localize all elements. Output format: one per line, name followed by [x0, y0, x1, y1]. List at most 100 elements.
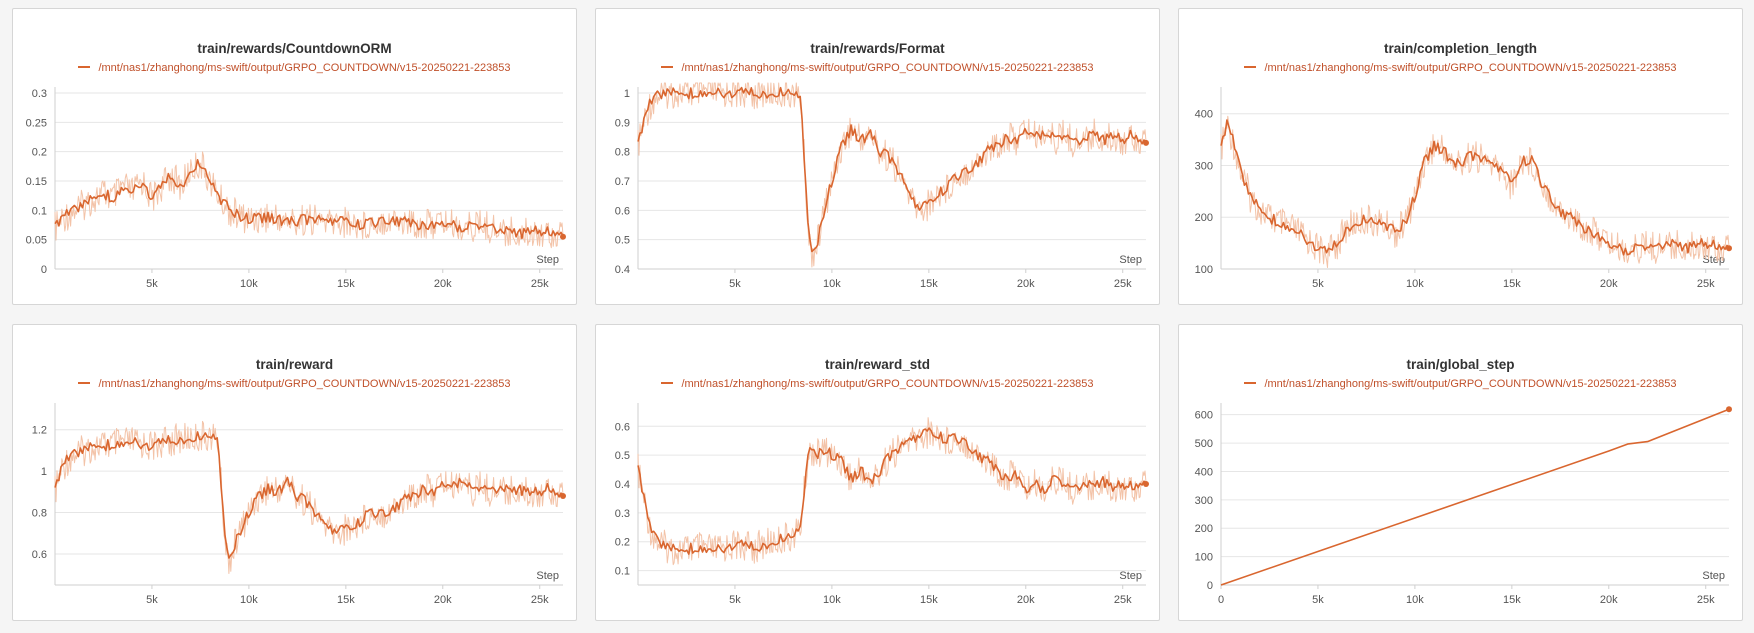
- chart-panel-global-step[interactable]: train/global_step /mnt/nas1/zhanghong/ms…: [1178, 324, 1743, 621]
- chart-legend[interactable]: /mnt/nas1/zhanghong/ms-swift/output/GRPO…: [13, 378, 576, 390]
- x-tick-label: 5k: [146, 278, 158, 290]
- y-tick-label: 200: [1195, 523, 1213, 535]
- y-tick-label: 0.8: [615, 147, 630, 159]
- y-tick-label: 0.05: [26, 235, 47, 247]
- x-tick-label: 25k: [1114, 594, 1132, 606]
- x-tick-label: 15k: [1503, 594, 1521, 606]
- y-tick-label: 0.6: [615, 421, 630, 433]
- line-swatch-icon: [78, 382, 91, 385]
- chart-legend[interactable]: /mnt/nas1/zhanghong/ms-swift/output/GRPO…: [596, 62, 1159, 74]
- x-tick-label: 10k: [240, 278, 258, 290]
- x-axis-label: Step: [536, 254, 559, 266]
- chart-legend[interactable]: /mnt/nas1/zhanghong/ms-swift/output/GRPO…: [1179, 378, 1742, 390]
- x-tick-label: 25k: [1114, 278, 1132, 290]
- series-end-marker: [1143, 139, 1149, 146]
- y-tick-label: 0.15: [26, 176, 47, 188]
- x-tick-label: 20k: [1017, 278, 1035, 290]
- series-end-marker: [1726, 245, 1732, 252]
- chart-title: train/reward_std: [824, 357, 931, 372]
- line-swatch-icon: [1244, 382, 1257, 385]
- series-line: [637, 86, 1147, 253]
- x-tick-label: 10k: [240, 594, 258, 606]
- chart-legend[interactable]: /mnt/nas1/zhanghong/ms-swift/output/GRPO…: [596, 378, 1159, 390]
- x-tick-label: 5k: [146, 594, 158, 606]
- series-end-marker: [1143, 481, 1149, 488]
- x-tick-label: 0: [1218, 594, 1224, 606]
- y-tick-label: 0: [1207, 580, 1213, 592]
- x-tick-label: 25k: [531, 594, 549, 606]
- series-line: [637, 427, 1147, 555]
- chart-legend[interactable]: /mnt/nas1/zhanghong/ms-swift/output/GRPO…: [13, 62, 576, 74]
- x-tick-label: 25k: [1697, 594, 1715, 606]
- y-tick-label: 0.4: [615, 479, 630, 491]
- chart-title: train/reward: [255, 357, 334, 372]
- y-tick-label: 0.5: [615, 235, 630, 247]
- y-tick-label: 0.1: [32, 205, 47, 217]
- x-axis-label: Step: [1702, 570, 1725, 582]
- series-line: [54, 159, 564, 240]
- x-tick-label: 20k: [434, 594, 452, 606]
- x-tick-label: 25k: [531, 278, 549, 290]
- x-tick-label: 5k: [729, 594, 741, 606]
- chart-title: train/rewards/Format: [810, 41, 945, 56]
- legend-label: /mnt/nas1/zhanghong/ms-swift/output/GRPO…: [1264, 62, 1677, 74]
- x-tick-label: 20k: [1600, 278, 1618, 290]
- series-line: [54, 431, 564, 559]
- chart-title: train/completion_length: [1383, 41, 1537, 56]
- y-tick-label: 0.25: [26, 117, 47, 129]
- y-tick-label: 400: [1195, 109, 1213, 121]
- x-tick-label: 15k: [920, 594, 938, 606]
- legend-label: /mnt/nas1/zhanghong/ms-swift/output/GRPO…: [681, 62, 1094, 74]
- series-raw-line: [637, 417, 1147, 566]
- chart-panel-reward-std[interactable]: train/reward_std /mnt/nas1/zhanghong/ms-…: [595, 324, 1160, 621]
- chart-title: train/rewards/CountdownORM: [197, 41, 392, 56]
- x-tick-label: 25k: [1697, 278, 1715, 290]
- chart-panel-completion-length[interactable]: train/completion_length /mnt/nas1/zhangh…: [1178, 8, 1743, 305]
- x-tick-label: 20k: [434, 278, 452, 290]
- legend-label: /mnt/nas1/zhanghong/ms-swift/output/GRPO…: [1264, 378, 1677, 390]
- x-tick-label: 15k: [920, 278, 938, 290]
- chart-panel-reward[interactable]: train/reward /mnt/nas1/zhanghong/ms-swif…: [12, 324, 577, 621]
- y-tick-label: 1.2: [32, 425, 47, 437]
- y-tick-label: 0.4: [615, 264, 630, 276]
- x-tick-label: 5k: [1312, 278, 1324, 290]
- y-tick-label: 0.3: [32, 88, 47, 100]
- chart-svg: 0.6 0.8 1 1.2 5k 10k 15k 20k 25k Step: [32, 403, 566, 606]
- line-swatch-icon: [661, 66, 674, 69]
- x-axis-label: Step: [536, 570, 559, 582]
- y-tick-label: 0.5: [615, 450, 630, 462]
- y-tick-label: 300: [1195, 160, 1213, 172]
- chart-panel-countdown-orm[interactable]: train/rewards/CountdownORM /mnt/nas1/zha…: [12, 8, 577, 305]
- legend-label: /mnt/nas1/zhanghong/ms-swift/output/GRPO…: [98, 378, 511, 390]
- x-tick-label: 15k: [337, 278, 355, 290]
- legend-label: /mnt/nas1/zhanghong/ms-swift/output/GRPO…: [681, 378, 1094, 390]
- chart-panel-format[interactable]: train/rewards/Format /mnt/nas1/zhanghong…: [595, 8, 1160, 305]
- x-axis-label: Step: [1119, 570, 1142, 582]
- y-tick-label: 0.8: [32, 508, 47, 520]
- series-end-marker: [560, 233, 566, 240]
- chart-legend[interactable]: /mnt/nas1/zhanghong/ms-swift/output/GRPO…: [1179, 62, 1742, 74]
- y-tick-label: 1: [624, 88, 630, 100]
- legend-label: /mnt/nas1/zhanghong/ms-swift/output/GRPO…: [98, 62, 511, 74]
- series-line: [1220, 408, 1730, 586]
- x-axis-label: Step: [1119, 254, 1142, 266]
- x-tick-label: 10k: [1406, 278, 1424, 290]
- y-tick-label: 0.2: [32, 147, 47, 159]
- x-tick-label: 15k: [337, 594, 355, 606]
- y-tick-label: 0.6: [615, 205, 630, 217]
- y-tick-label: 300: [1195, 495, 1213, 507]
- series-line: [1220, 119, 1730, 256]
- y-tick-label: 100: [1195, 552, 1213, 564]
- x-tick-label: 20k: [1600, 594, 1618, 606]
- x-tick-label: 10k: [1406, 594, 1424, 606]
- series-raw-line: [54, 151, 564, 249]
- x-tick-label: 20k: [1017, 594, 1035, 606]
- y-tick-label: 200: [1195, 212, 1213, 224]
- y-tick-label: 0.7: [615, 176, 630, 188]
- y-tick-label: 0: [41, 264, 47, 276]
- chart-title: train/global_step: [1406, 357, 1515, 372]
- y-tick-label: 600: [1195, 410, 1213, 422]
